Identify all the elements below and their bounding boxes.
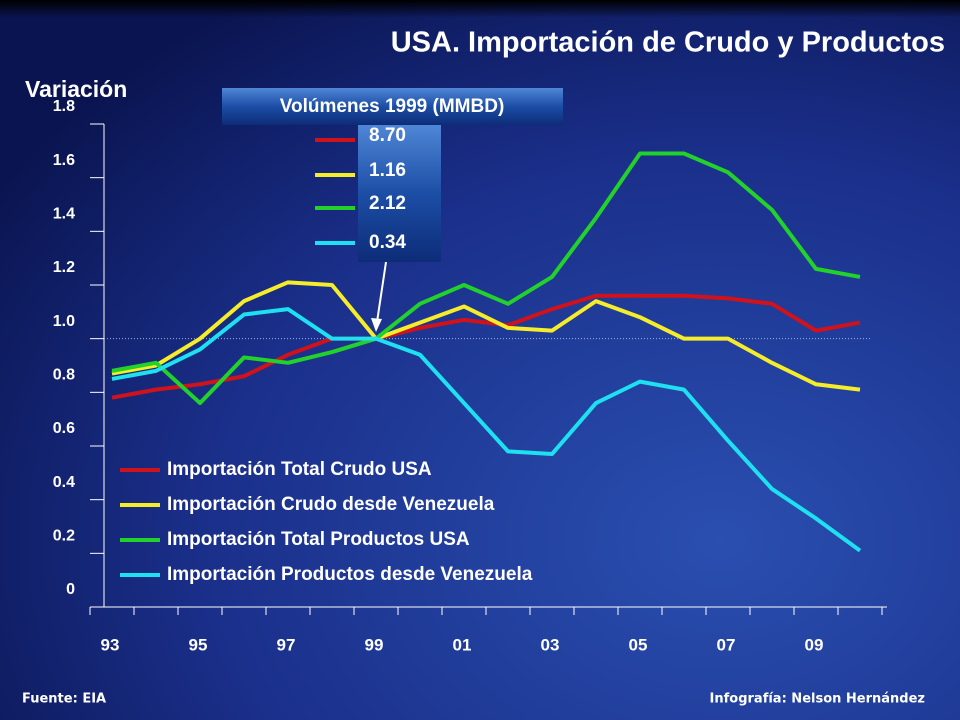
volumes-title-box [222,88,563,125]
volumes-title: Volúmenes 1999 (MMBD) [280,96,505,117]
volume-label: 2.12 [369,193,406,214]
x-tick-label: 95 [189,635,208,654]
y-tick-label: 1.6 [53,152,75,169]
y-tick-label: 1.0 [53,313,75,330]
chart-title: USA. Importación de Crudo y Productos [391,27,945,59]
y-tick-label: 0.4 [53,474,75,491]
source: Fuente: EIA [22,692,106,707]
volume-label: 8.70 [369,125,406,146]
x-tick-label: 93 [101,635,120,654]
volume-label: 0.34 [369,232,406,253]
series-line [111,151,861,406]
series-line [111,307,862,553]
y-tick-label: 1.2 [53,259,75,276]
legend-label: Importación Total Crudo USA [167,459,432,480]
volumes-box [358,125,441,262]
y-tick-label: 1.4 [53,206,75,223]
volume-label: 1.16 [369,160,406,181]
x-tick-label: 97 [277,635,296,654]
x-tick-label: 07 [717,635,736,654]
legend-label: Importación Productos desde Venezuela [167,564,533,585]
series-line [111,280,861,392]
x-tick-label: 03 [541,635,560,654]
y-tick-label: 1.8 [53,98,75,115]
arrow-shaft [376,261,387,323]
credit: Infografía: Nelson Hernández [710,692,925,707]
y-axis-label: Variación [25,76,127,102]
legend-label: Importación Total Productos USA [167,529,470,550]
y-tick-label: 0 [66,581,75,598]
arrow-head [371,318,382,332]
top-shade [0,0,960,18]
y-tick-label: 0.6 [53,420,75,437]
x-tick-label: 99 [365,635,384,654]
series-line [111,293,861,400]
x-tick-label: 05 [629,635,648,654]
y-tick-label: 0.8 [53,367,75,384]
y-tick-label: 0.2 [53,528,75,545]
legend-label: Importación Crudo desde Venezuela [167,494,495,515]
x-tick-label: 09 [805,635,824,654]
x-tick-label: 01 [453,635,472,654]
